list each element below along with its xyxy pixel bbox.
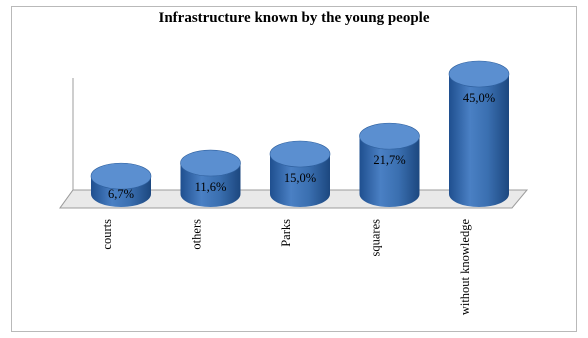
bar-top — [180, 149, 241, 177]
bar-1 — [90, 162, 152, 207]
category-label: without knowledge — [458, 219, 472, 316]
data-label: 11,6% — [195, 180, 227, 194]
bar-2 — [180, 149, 241, 208]
bar-top — [90, 162, 152, 190]
bar-top — [269, 140, 331, 168]
category-label: Parks — [279, 219, 293, 247]
back-wall-axis — [59, 78, 74, 209]
bar-top — [359, 122, 420, 150]
labels-layer: 6,7% courts 11,6% others 15,0% Parks 21,7% squa… — [100, 91, 495, 315]
data-label: 45,0% — [463, 91, 495, 105]
bar-top — [448, 60, 510, 88]
category-label: courts — [100, 219, 114, 250]
bar-5 — [448, 60, 510, 207]
bar-body — [270, 154, 330, 207]
data-label: 15,0% — [284, 171, 316, 185]
bar-body — [180, 163, 241, 208]
bar-body — [91, 176, 151, 207]
data-label: 21,7% — [373, 153, 405, 167]
category-label: squares — [368, 219, 382, 257]
chart-title: Infrastructure known by the young people — [158, 10, 430, 26]
category-label: others — [189, 219, 203, 250]
bar-4 — [359, 122, 420, 208]
bars-layer — [90, 60, 510, 208]
bar-3 — [269, 140, 331, 207]
data-label: 6,7% — [108, 187, 134, 201]
bar-body — [449, 74, 509, 207]
bar-body — [359, 136, 420, 208]
